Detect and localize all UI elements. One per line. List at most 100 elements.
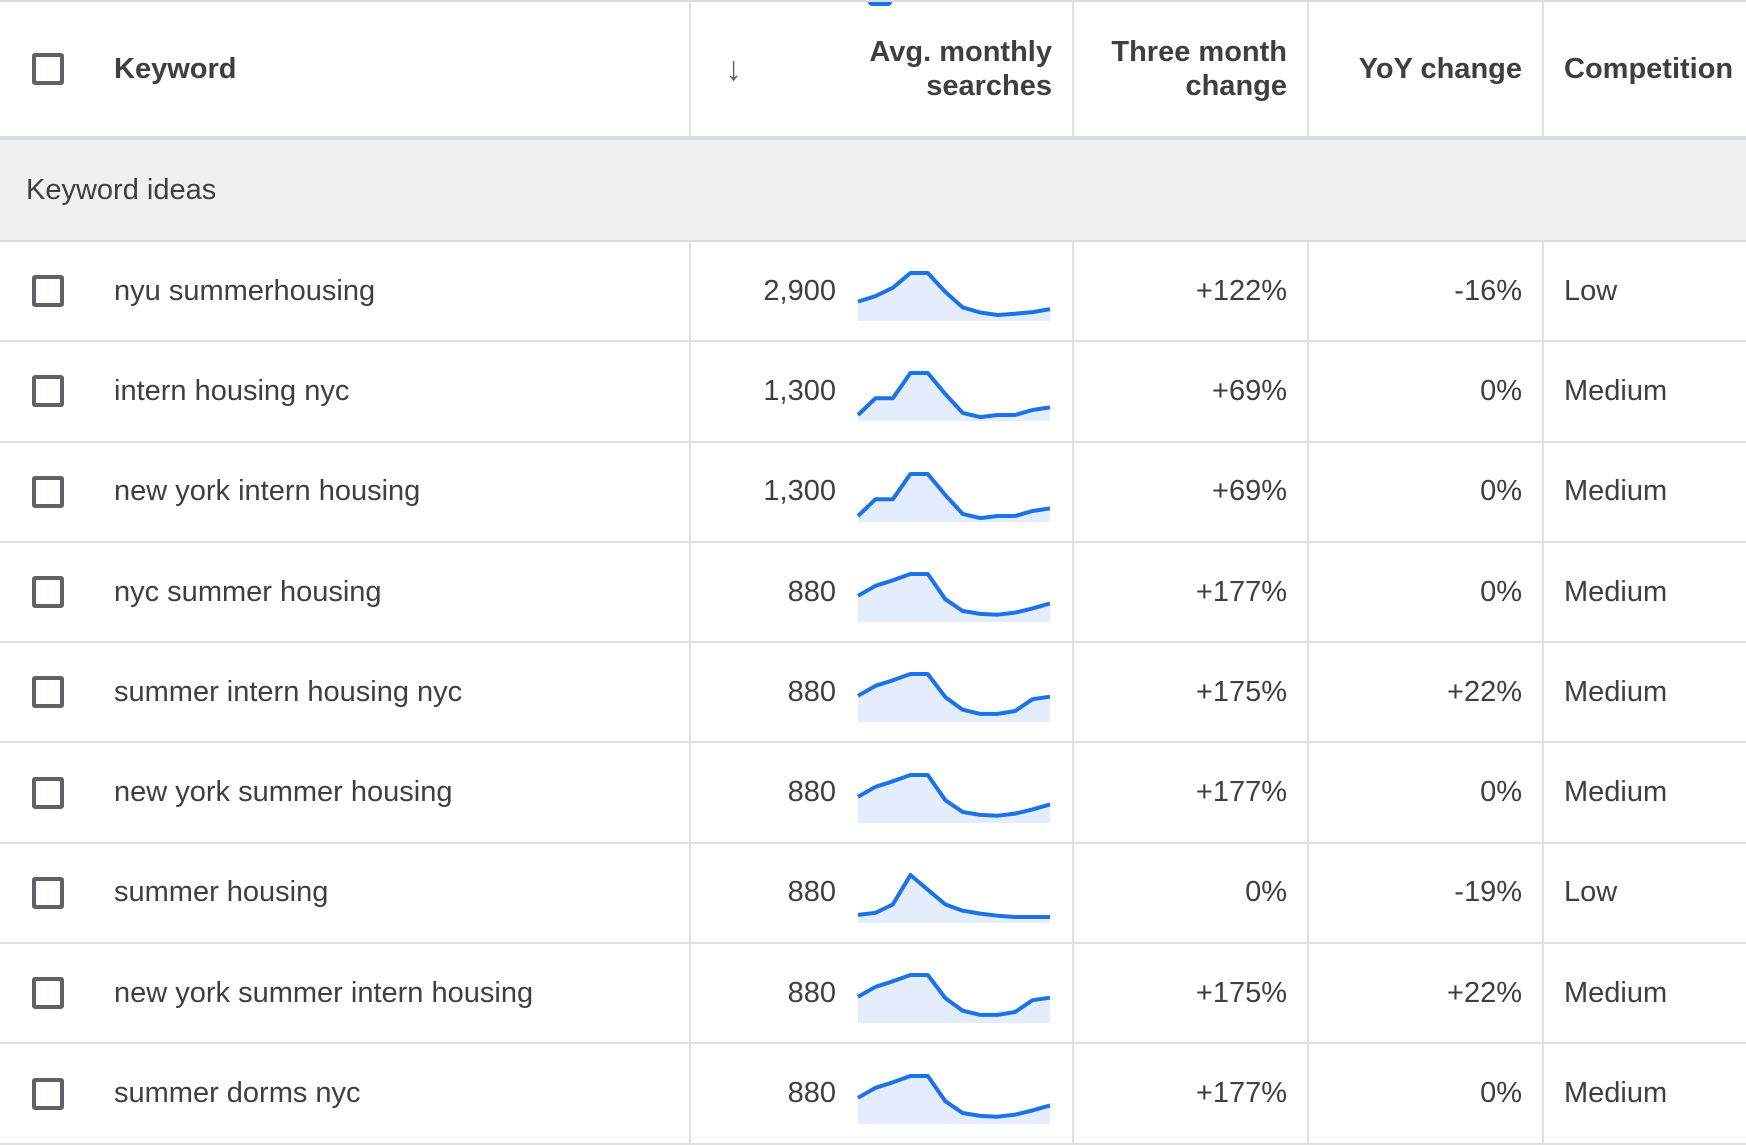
header-checkbox-cell	[0, 2, 91, 136]
row-checkbox-cell	[0, 743, 91, 841]
table-row[interactable]: new york summer housing 880 +177% 0% Med…	[0, 743, 1746, 844]
keyword-cell: nyu summerhousing	[91, 242, 691, 341]
keyword-text: nyu summerhousing	[114, 274, 376, 307]
sparkline-line	[857, 271, 1051, 318]
header-keyword-cell[interactable]: Keyword	[91, 2, 691, 136]
avg-monthly-value: 1,300	[763, 475, 836, 508]
sparkline-area	[858, 774, 1050, 823]
avg-monthly-cell: 2,900	[691, 242, 1074, 341]
row-checkbox[interactable]	[31, 676, 64, 709]
row-checkbox[interactable]	[31, 275, 64, 308]
yoy-cell: 0%	[1309, 542, 1544, 642]
sparkline-line	[857, 772, 1051, 818]
sparkline-area	[858, 473, 1050, 522]
table-row[interactable]: new york intern housing 1,300 +69% 0% Me…	[0, 442, 1746, 543]
table-row[interactable]: summer housing 880 0% -19% Low	[0, 843, 1746, 945]
row-checkbox-cell	[0, 342, 91, 440]
sparkline-area	[858, 273, 1050, 322]
three-month-cell: +177%	[1074, 542, 1309, 642]
avg-monthly-cell: 880	[691, 743, 1074, 842]
keyword-cell: new york summer housing	[91, 743, 691, 842]
avg-monthly-value: 880	[787, 976, 836, 1009]
row-checkbox[interactable]	[31, 475, 64, 508]
keyword-text: new york summer housing	[114, 776, 453, 809]
three-month-cell: +175%	[1074, 643, 1309, 742]
trend-sparkline[interactable]	[856, 261, 1052, 322]
trend-sparkline[interactable]	[856, 462, 1052, 522]
row-checkbox[interactable]	[31, 576, 64, 609]
avg-monthly-value: 880	[787, 876, 836, 909]
sparkline-line	[857, 672, 1051, 717]
competition-cell: Medium	[1544, 1044, 1746, 1142]
header-yoy-cell[interactable]: YoY change	[1309, 2, 1544, 136]
header-three-month-change[interactable]: Three month change	[1111, 35, 1287, 103]
table-row[interactable]: summer dorms nyc 880 +177% 0% Medium	[0, 1044, 1746, 1145]
header-avg-cell[interactable]: ↓ Avg. monthly searches	[691, 2, 1074, 136]
row-checkbox[interactable]	[31, 977, 64, 1010]
competition-cell: Medium	[1544, 342, 1746, 440]
three-month-value: +122%	[1195, 274, 1287, 307]
table-row[interactable]: nyu summerhousing 2,900 +122% -16% Low	[0, 242, 1746, 343]
trend-sparkline[interactable]	[856, 562, 1052, 623]
yoy-cell: -19%	[1309, 843, 1544, 943]
three-month-value: +177%	[1195, 575, 1287, 608]
competition-cell: Medium	[1544, 443, 1746, 541]
trend-sparkline[interactable]	[856, 1064, 1052, 1124]
table-row[interactable]: nyc summer housing 880 +177% 0% Medium	[0, 542, 1746, 644]
trend-sparkline[interactable]	[856, 361, 1052, 422]
table-row[interactable]: intern housing nyc 1,300 +69% 0% Medium	[0, 342, 1746, 443]
row-checkbox[interactable]	[31, 776, 64, 809]
table-row[interactable]: new york summer intern housing 880 +175%…	[0, 944, 1746, 1045]
three-month-cell: +177%	[1074, 743, 1309, 842]
yoy-cell: -16%	[1309, 242, 1544, 341]
three-month-value: +177%	[1195, 776, 1287, 809]
three-month-cell: +69%	[1074, 342, 1309, 441]
competition-cell: Low	[1544, 844, 1746, 942]
row-checkbox[interactable]	[31, 876, 64, 909]
avg-monthly-value: 880	[787, 675, 836, 708]
competition-cell: Low	[1544, 242, 1746, 340]
three-month-value: +175%	[1195, 675, 1287, 708]
trend-sparkline[interactable]	[856, 662, 1052, 723]
select-all-checkbox[interactable]	[31, 53, 64, 85]
yoy-value: 0%	[1480, 374, 1522, 407]
three-month-cell: +122%	[1074, 242, 1309, 341]
header-competition[interactable]: Competition	[1564, 53, 1734, 85]
trend-sparkline[interactable]	[856, 863, 1052, 923]
competition-value: Medium	[1564, 776, 1668, 809]
header-avg-monthly-searches[interactable]: Avg. monthly searches	[869, 35, 1052, 103]
three-month-value: +175%	[1195, 976, 1287, 1009]
header-three-month-cell[interactable]: Three month change	[1074, 2, 1309, 136]
keyword-cell: summer dorms nyc	[91, 1044, 691, 1143]
keyword-cell: intern housing nyc	[91, 342, 691, 441]
keyword-text: new york summer intern housing	[114, 976, 534, 1009]
yoy-value: -19%	[1454, 876, 1522, 909]
row-checkbox[interactable]	[31, 375, 64, 408]
header-competition-cell[interactable]: Competition	[1544, 2, 1746, 136]
group-header-row: Keyword ideas	[0, 140, 1746, 242]
trend-sparkline[interactable]	[856, 963, 1052, 1024]
row-checkbox[interactable]	[31, 1077, 64, 1110]
avg-monthly-cell: 1,300	[691, 342, 1074, 441]
yoy-cell: 0%	[1309, 743, 1544, 842]
header-avg-line1: Avg. monthly	[869, 36, 1052, 68]
header-keyword[interactable]: Keyword	[114, 53, 237, 85]
arrow-down-icon[interactable]: ↓	[725, 49, 742, 88]
three-month-cell: +175%	[1074, 944, 1309, 1043]
avg-monthly-cell: 880	[691, 542, 1074, 642]
avg-monthly-value: 1,300	[763, 374, 836, 407]
group-label: Keyword ideas	[26, 173, 217, 206]
row-checkbox-cell	[0, 944, 91, 1042]
competition-value: Medium	[1564, 374, 1668, 407]
trend-sparkline[interactable]	[856, 763, 1052, 823]
header-yoy-change[interactable]: YoY change	[1358, 53, 1522, 85]
keyword-cell: nyc summer housing	[91, 542, 691, 642]
three-month-cell: +69%	[1074, 442, 1309, 541]
sparkline-line	[856, 471, 1051, 520]
three-month-value: +177%	[1195, 1077, 1287, 1110]
header-three-line1: Three month	[1111, 36, 1287, 68]
table-row[interactable]: summer intern housing nyc 880 +175% +22%…	[0, 643, 1746, 744]
sparkline-line	[856, 371, 1051, 420]
three-month-value: 0%	[1245, 876, 1287, 909]
yoy-value: 0%	[1480, 575, 1522, 608]
